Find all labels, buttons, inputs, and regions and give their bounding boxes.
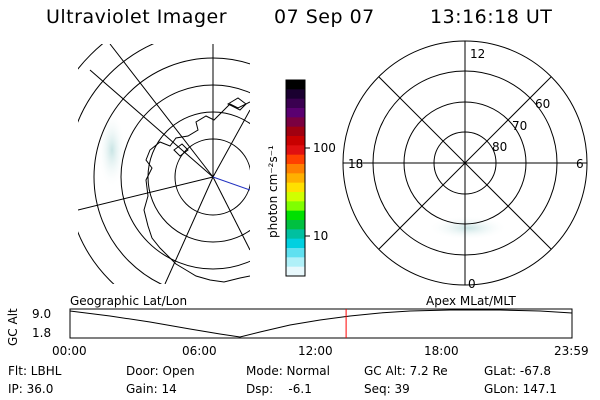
ip-info: IP: 36.0 — [8, 382, 54, 396]
altitude-xtick: 00:00 — [52, 344, 87, 358]
colorbar-band — [286, 201, 305, 212]
altitude-xtick: 18:00 — [424, 344, 459, 358]
mlat-label-70: 70 — [512, 119, 528, 133]
time-label: 13:16:18 UT — [430, 6, 553, 28]
door-info: Door: Open — [126, 364, 195, 378]
lon-line — [212, 109, 250, 178]
colorbar-band — [286, 192, 305, 202]
gc-alt-info: GC Alt: 7.2 Re — [364, 364, 448, 378]
lon-line — [78, 176, 214, 211]
colorbar-tick-100: 100 — [313, 141, 336, 155]
mlt-label-6: 6 — [576, 157, 584, 171]
altitude-curve — [69, 309, 573, 338]
mlt-line-diag — [378, 76, 552, 250]
colorbar-band — [286, 80, 305, 90]
colorbar-band — [286, 126, 305, 137]
colorbar-tick-10: 10 — [313, 229, 329, 243]
colorbar-band — [286, 173, 305, 184]
lon-line — [109, 44, 214, 178]
dsp-info: Dsp: -6.1 — [246, 382, 312, 396]
mlat-label-80: 80 — [492, 140, 508, 154]
coastline-island — [226, 97, 247, 111]
colorbar-band — [286, 257, 305, 268]
glon-info: GLon: 147.1 — [484, 382, 557, 396]
apex-panel-label: Apex MLat/MLT — [426, 294, 516, 308]
mlt-label-12: 12 — [470, 47, 486, 61]
altitude-xtick: 06:00 — [182, 344, 217, 358]
aurora-glow-left — [98, 112, 126, 188]
mlt-label-0: 0 — [468, 277, 476, 291]
colorbar-band — [286, 220, 305, 230]
glat-info: GLat: -67.8 — [484, 364, 551, 378]
colorbar-unit-label: photon cm⁻²s⁻¹ — [266, 145, 280, 238]
geographic-map — [78, 44, 250, 284]
noon-meridian — [212, 176, 250, 191]
mlat-label-60: 60 — [535, 97, 551, 111]
mlt-label-18: 18 — [348, 157, 364, 171]
gain-info: Gain: 14 — [126, 382, 177, 396]
colorbar-band — [286, 210, 305, 221]
colorbar-band — [286, 182, 305, 193]
polar-grid — [342, 40, 588, 286]
aurora-glow-right — [428, 216, 508, 240]
geographic-panel-label: Geographic Lat/Lon — [70, 294, 188, 308]
seq-info: Seq: 39 — [364, 382, 410, 396]
colorbar-band — [286, 266, 305, 277]
coastline-island — [173, 143, 189, 157]
colorbar-band — [286, 136, 305, 146]
mode-info: Mode: Normal — [246, 364, 330, 378]
colorbar-band — [286, 154, 305, 165]
altitude-ylabel: GC Alt — [6, 308, 20, 346]
colorbar-band — [286, 248, 305, 258]
colorbar — [285, 79, 310, 277]
altitude-xtick: 23:59 — [554, 344, 589, 358]
altitude-ytick: 1.8 — [32, 326, 52, 340]
altitude-plot — [69, 308, 573, 339]
colorbar-band — [286, 89, 305, 100]
altitude-xtick: 12:00 — [298, 344, 333, 358]
lon-line — [164, 176, 214, 284]
filter-info: Flt: LBHL — [8, 364, 62, 378]
altitude-ytick: 9.0 — [32, 307, 52, 321]
instrument-title: Ultraviolet Imager — [46, 6, 228, 28]
colorbar-band — [286, 164, 305, 174]
colorbar-band — [286, 145, 305, 156]
lon-line — [89, 69, 214, 178]
colorbar-band — [286, 98, 305, 109]
antarctic-coastline — [143, 101, 250, 283]
colorbar-band — [286, 238, 305, 249]
colorbar-band — [286, 117, 305, 128]
colorbar-band — [286, 229, 305, 240]
colorbar-band — [286, 108, 305, 118]
lon-line — [212, 176, 250, 251]
date-label: 07 Sep 07 — [274, 6, 375, 28]
colorbar-frame — [285, 79, 306, 277]
altitude-plot-frame — [69, 308, 573, 339]
